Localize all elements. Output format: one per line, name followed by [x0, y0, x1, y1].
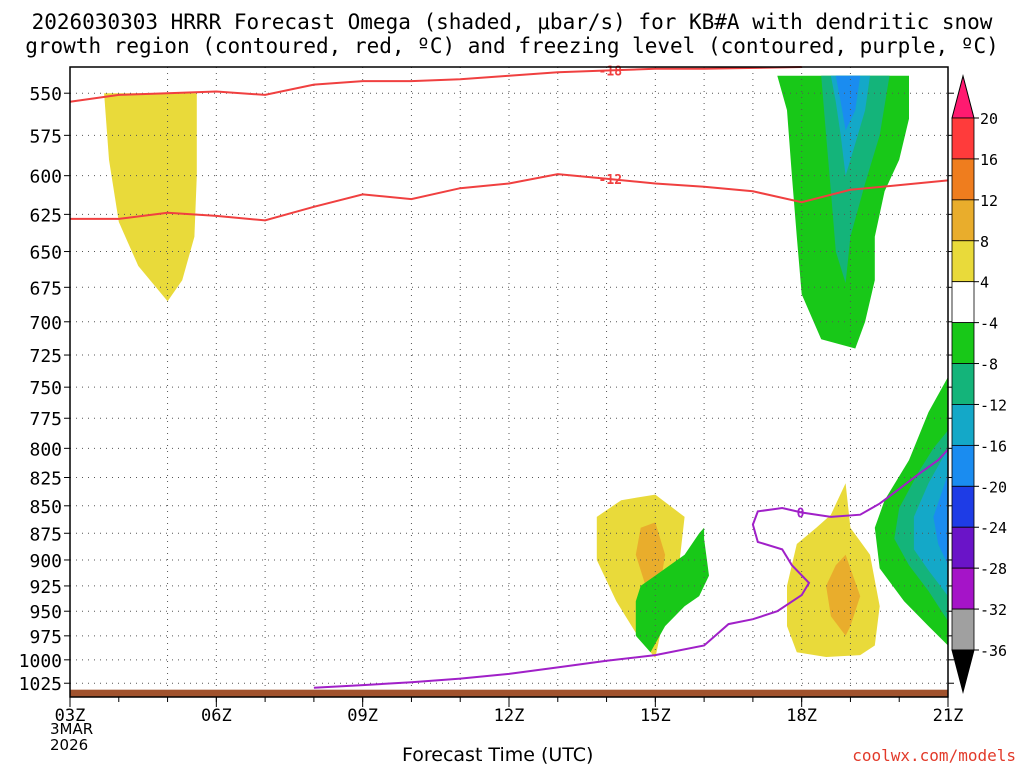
colorbar-segment: [951, 322, 975, 364]
colorbar-bottom-arrow: [951, 649, 975, 694]
y-tick-label: 625: [29, 205, 62, 226]
y-tick-label: 600: [29, 167, 62, 188]
dendritic-contour-1: [70, 173, 949, 222]
omega-region-12: [913, 448, 948, 597]
chart-title-line1: 2026030303 HRRR Forecast Omega (shaded, …: [31, 10, 993, 34]
date-year-label: 2026: [50, 736, 89, 754]
colorbar-label: -28: [980, 560, 1007, 578]
y-tick-label: 750: [29, 378, 62, 399]
freezing-level-contour: [313, 448, 949, 689]
y-tick-label: 975: [29, 627, 62, 648]
colorbar-label: -12: [980, 396, 1007, 414]
colorbar-label: 8: [980, 233, 989, 251]
terrain-fill: [70, 689, 948, 697]
colorbar-segment: [951, 526, 975, 569]
y-tick-label: 700: [29, 313, 62, 334]
omega-region-13: [933, 474, 948, 566]
x-tick-label: 03Z: [55, 706, 86, 726]
colorbar-label: -4: [980, 315, 998, 333]
omega-region-0: [104, 93, 197, 302]
colorbar-label: -32: [980, 601, 1007, 619]
colorbar-label: 16: [980, 151, 998, 169]
omega-region-7: [821, 75, 890, 284]
omega-region-9: [835, 75, 861, 131]
colorbar-label: 4: [980, 274, 989, 292]
colorbar-segment: [951, 363, 975, 405]
omega-region-5: [635, 527, 709, 653]
colorbar-segment: [951, 567, 975, 610]
colorbar-label: -24: [980, 519, 1007, 537]
colorbar-segment: [951, 281, 975, 324]
colorbar-label: 20: [980, 110, 998, 128]
source-credit: coolwx.com/models: [852, 746, 1016, 765]
colorbar-segment: [951, 199, 975, 242]
dendritic-contour-label-0: -18: [599, 65, 623, 80]
x-tick-label: 21Z: [933, 706, 964, 726]
y-tick-label: 575: [29, 126, 62, 147]
y-tick-label: 725: [29, 346, 62, 367]
y-tick-label: 550: [29, 84, 62, 105]
colorbar-segment: [951, 404, 975, 446]
colorbar-segment: [951, 608, 975, 651]
y-tick-label: 650: [29, 243, 62, 264]
colorbar-segment: [951, 117, 975, 160]
y-tick-label: 850: [29, 497, 62, 518]
y-tick-label: 775: [29, 409, 62, 430]
colorbar-segment: [951, 158, 975, 201]
x-tick-label: 15Z: [640, 706, 671, 726]
dendritic-contour-0: [69, 66, 802, 103]
omega-region-4: [826, 554, 861, 636]
x-tick-label: 09Z: [347, 706, 378, 726]
y-tick-label: 800: [29, 439, 62, 460]
chart-title-line2: growth region (contoured, red, ºC) and f…: [25, 34, 999, 58]
colorbar-segment: [951, 485, 975, 528]
colorbar-label: -8: [980, 356, 998, 374]
y-tick-label: 1000: [19, 651, 62, 672]
colorbar-segment: [951, 240, 975, 283]
x-tick-label: 18Z: [786, 706, 817, 726]
x-axis-title: Forecast Time (UTC): [402, 744, 594, 766]
y-tick-label: 875: [29, 524, 62, 545]
x-tick-label: 06Z: [201, 706, 232, 726]
colorbar-label: -16: [980, 437, 1007, 455]
freezing-level-label: 0: [797, 506, 805, 521]
x-tick-label: 12Z: [494, 706, 525, 726]
y-tick-label: 900: [29, 551, 62, 572]
dendritic-contour-label-1: -12: [599, 173, 622, 188]
date-month-label: 3MAR: [50, 720, 94, 738]
colorbar-label: -36: [980, 642, 1007, 660]
y-tick-label: 1025: [19, 674, 62, 695]
omega-region-3: [787, 483, 880, 657]
colorbar-label: -20: [980, 478, 1007, 496]
y-tick-label: 925: [29, 577, 62, 598]
colorbar-segment: [951, 444, 975, 487]
y-tick-label: 825: [29, 469, 62, 490]
y-tick-label: 950: [29, 602, 62, 623]
colorbar-top-arrow: [951, 74, 975, 119]
y-tick-label: 675: [29, 278, 62, 299]
colorbar-label: 12: [980, 192, 998, 210]
